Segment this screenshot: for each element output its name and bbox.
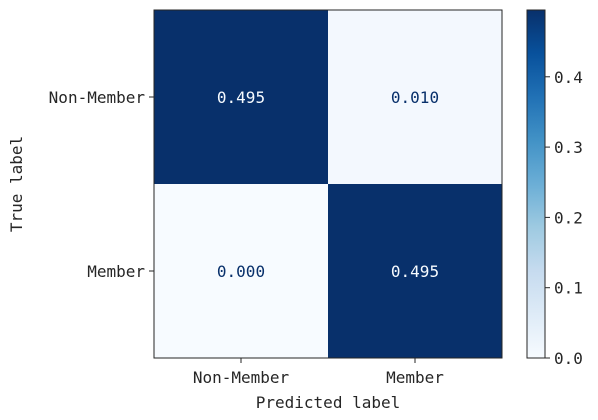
x-tick-label: Member [386, 368, 444, 387]
cell-value-label: 0.495 [391, 262, 439, 281]
colorbar-gradient [527, 10, 545, 358]
heatmap-cell [154, 10, 328, 184]
heatmap-cells: 0.495 0.010 0.000 0.495 [154, 10, 502, 358]
x-tick-label: Non-Member [193, 368, 290, 387]
colorbar-frame [526, 9, 546, 359]
y-axis-ticks: Non-Member Member [49, 88, 154, 281]
colorbar-tick-label: 0.0 [554, 349, 583, 368]
cell-value-label: 0.010 [391, 88, 439, 107]
colorbar-tick-label: 0.3 [554, 138, 583, 157]
colorbar-ticks: 0.0 0.1 0.2 0.3 0.4 [545, 68, 583, 368]
colorbar-tick-label: 0.4 [554, 68, 583, 87]
colorbar-tick-label: 0.2 [554, 208, 583, 227]
cell-value-label: 0.000 [217, 262, 265, 281]
y-tick-label: Member [87, 262, 145, 281]
x-axis-label: Predicted label [256, 393, 401, 412]
x-axis-ticks: Non-Member Member [193, 358, 444, 387]
heatmap-cell [154, 184, 328, 358]
plot-frame [153, 9, 503, 359]
heatmap-cell [328, 10, 502, 184]
y-axis-label: True label [7, 136, 26, 232]
heatmap-cell [328, 184, 502, 358]
y-tick-label: Non-Member [49, 88, 146, 107]
colorbar-tick-label: 0.1 [554, 279, 583, 298]
cell-value-label: 0.495 [217, 88, 265, 107]
colorbar: 0.0 0.1 0.2 0.3 0.4 [526, 9, 583, 368]
